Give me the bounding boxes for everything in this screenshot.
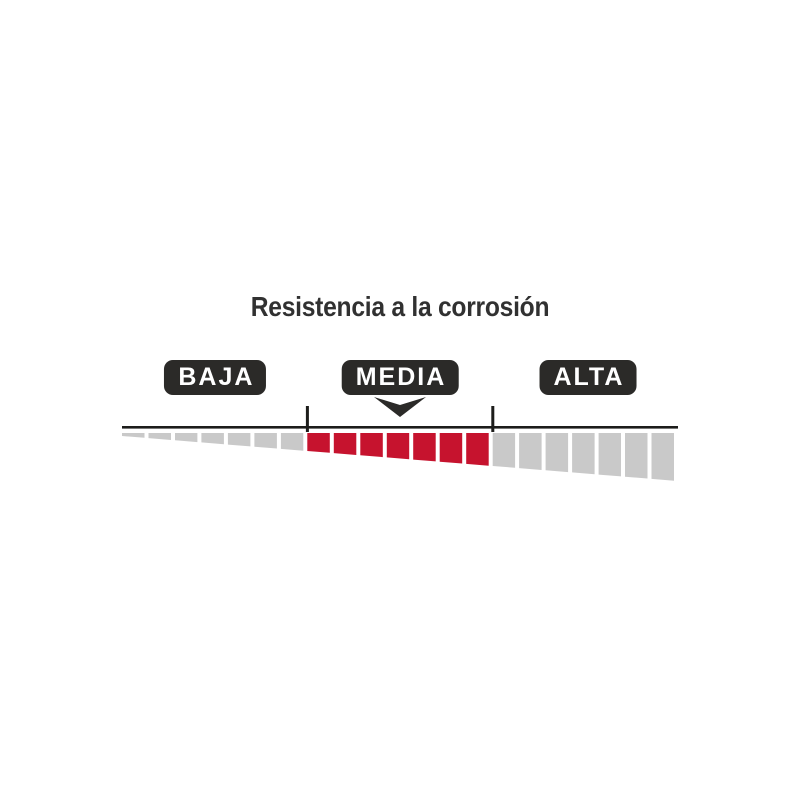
gauge-segment-alta: [625, 433, 648, 479]
chart-title: Resistencia a la corrosión: [250, 291, 550, 322]
gauge-baseline: [122, 426, 678, 429]
gauge-segment-media: [360, 433, 383, 458]
gauge-tick: [491, 406, 495, 432]
selection-pointer-down-arrow-icon: [374, 397, 426, 417]
gauge-segment-baja: [227, 433, 251, 447]
badge-alta: ALTA: [539, 360, 637, 395]
gauge-segment-alta: [572, 433, 595, 475]
gauge-tick: [305, 406, 309, 432]
badge-media: MEDIA: [341, 360, 459, 395]
scale-labels-row: BAJA MEDIA ALTA: [122, 360, 678, 396]
gauge-segment-alta: [598, 433, 621, 477]
gauge-segment-baja: [254, 433, 277, 449]
gauge-segment-media: [439, 433, 463, 464]
gauge-segment-alta: [545, 433, 569, 473]
gauge-segment-media: [413, 433, 436, 462]
gauge-segment-alta: [651, 433, 674, 481]
gauge-segment-alta: [492, 433, 516, 468]
gauge-segment-media: [386, 433, 410, 460]
gauge-segment-alta: [519, 433, 542, 470]
gauge-segment-baja: [122, 433, 145, 438]
gauge-segment-media: [333, 433, 357, 455]
gauge-segment-media: [466, 433, 489, 466]
gauge-segment-baja: [280, 433, 304, 451]
gauge-wedge: [122, 406, 678, 481]
gauge-segment-baja: [201, 433, 224, 445]
gauge-segment-media: [307, 433, 330, 453]
gauge-segment-baja: [148, 433, 171, 440]
badge-baja: BAJA: [164, 360, 267, 395]
corrosion-resistance-scale: BAJA MEDIA ALTA: [122, 360, 678, 490]
gauge-segment-baja: [175, 433, 198, 443]
